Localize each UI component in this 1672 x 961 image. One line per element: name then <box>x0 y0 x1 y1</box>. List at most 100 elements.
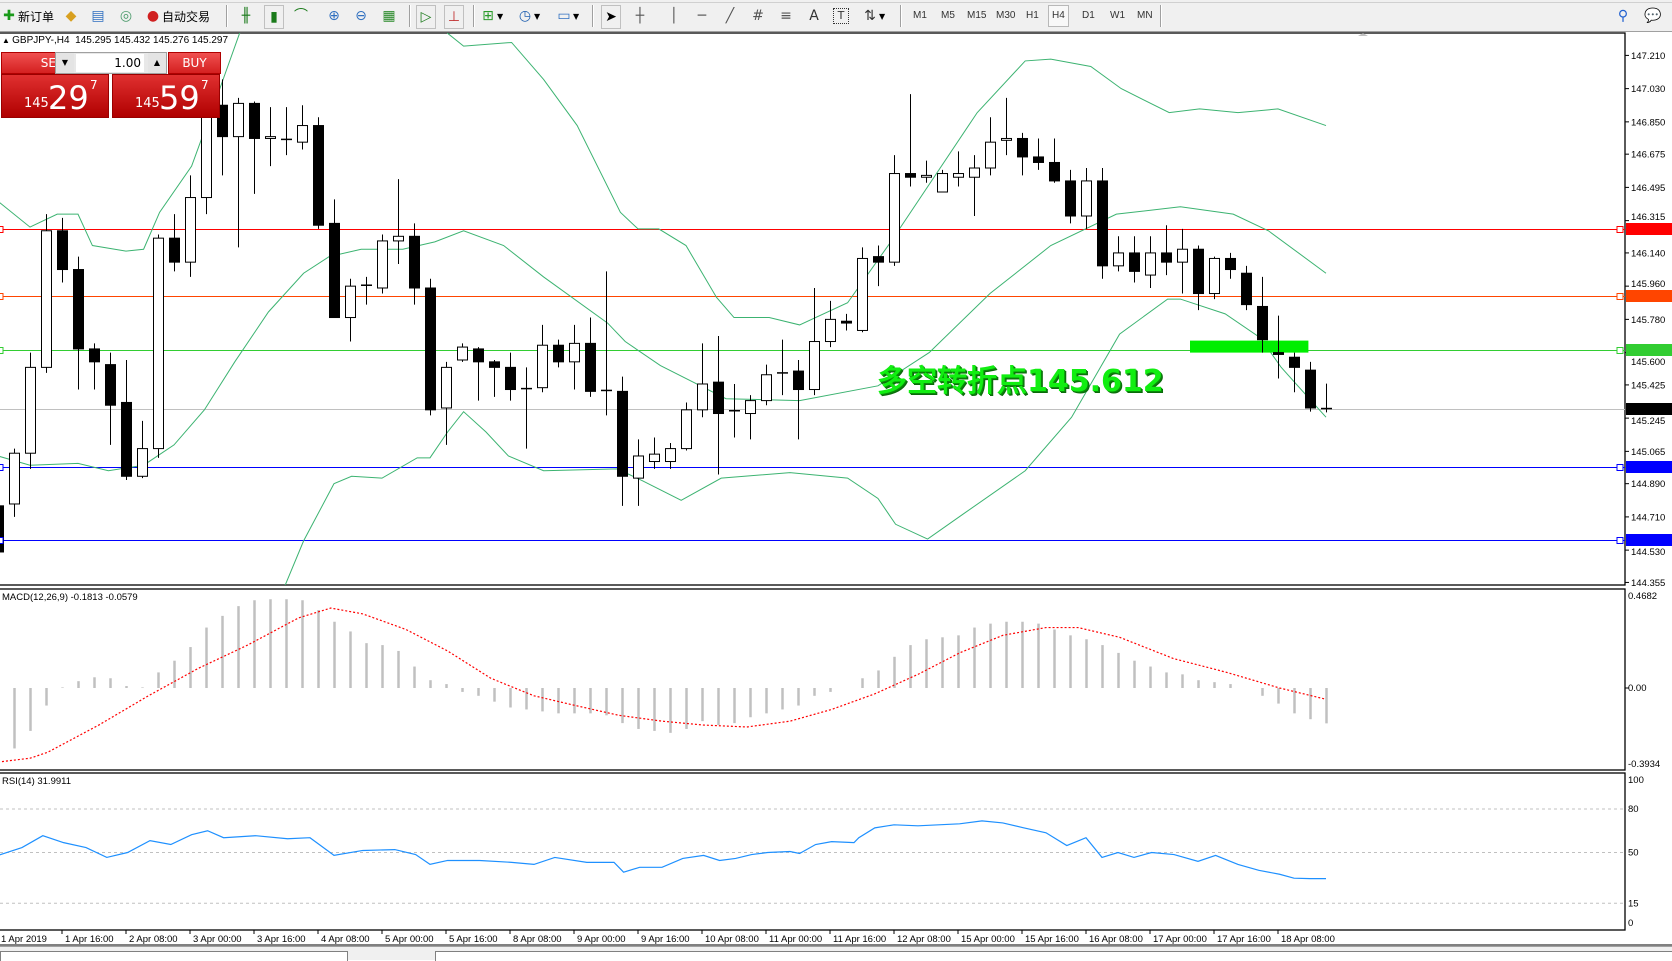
arrows-button[interactable]: ⇅ ▼ <box>861 5 885 27</box>
hline-anchor-146.272 <box>1616 226 1624 233</box>
equidistant-channel-button[interactable]: # <box>749 5 767 27</box>
rsi-tick-label: 0 <box>1628 918 1633 929</box>
timeframe-d1[interactable]: D1 <box>1082 10 1095 21</box>
periods-button[interactable]: ◷ ▼ <box>516 5 540 27</box>
lot-increase-icon[interactable]: ▲ <box>148 53 166 73</box>
candle <box>57 217 68 283</box>
trendline-button[interactable]: ╱ <box>721 5 739 27</box>
candle <box>1049 138 1060 183</box>
auto-scroll-button[interactable]: ▷ <box>416 5 436 29</box>
candle-body <box>393 235 404 242</box>
bar-chart-button[interactable]: ╫ <box>237 5 255 27</box>
candle <box>153 234 164 458</box>
fibonacci-button[interactable]: ≡ <box>777 5 795 27</box>
new-chart-button[interactable]: ⊞ ▼ <box>479 5 503 27</box>
data-window-button[interactable]: ▤ <box>89 5 107 27</box>
templates-button[interactable]: ▭ ▼ <box>555 5 579 27</box>
new-order-icon: ✚ <box>3 8 15 24</box>
sell-price-button[interactable]: 145 29 7 <box>1 74 109 118</box>
candle-body <box>1017 137 1028 158</box>
toolbar-separator <box>473 5 475 27</box>
candle <box>1289 352 1300 393</box>
timeframe-mn[interactable]: MN <box>1137 10 1153 21</box>
timeframe-m5[interactable]: M5 <box>941 10 955 21</box>
buy-price-button[interactable]: 145 59 7 <box>112 74 220 118</box>
candle-body <box>137 448 148 477</box>
candle-body <box>1113 252 1124 267</box>
horizontal-line-button[interactable]: ─ <box>693 5 711 27</box>
horizontal-line-icon: ─ <box>697 8 707 24</box>
candle <box>1209 256 1220 300</box>
candle-body <box>457 346 468 361</box>
candle-body <box>761 374 772 402</box>
lot-size-input[interactable]: 1.00 <box>76 54 144 72</box>
chat-button[interactable]: 💬 <box>1644 5 1662 27</box>
candle <box>361 276 372 305</box>
auto-trading-label: 自动交易 <box>162 9 211 24</box>
candle-body <box>185 197 196 263</box>
rsi-tick-label: 80 <box>1628 804 1639 815</box>
price-tick-label: 145.245 <box>1631 416 1665 427</box>
timeframe-m1[interactable]: M1 <box>913 10 927 21</box>
candle-body <box>345 285 356 319</box>
lot-decrease-icon[interactable]: ▼ <box>56 53 74 73</box>
candle <box>857 247 868 333</box>
candle <box>425 278 436 416</box>
candlestick-icon: ▮ <box>270 9 278 25</box>
pivot-annotation-text[interactable]: 多空转折点145.612 <box>877 364 1164 399</box>
line-chart-icon: ⌒ <box>294 8 308 24</box>
vertical-line-button[interactable]: │ <box>665 5 683 27</box>
candle <box>233 97 244 248</box>
trendline-icon: ╱ <box>725 8 735 24</box>
collapse-arrow-icon[interactable]: ▲ <box>2 36 13 45</box>
chart-tab[interactable] <box>0 951 348 961</box>
candle-body <box>1001 137 1012 141</box>
crosshair-tool-button[interactable]: ┼ <box>631 5 649 27</box>
auto-trading-button[interactable]: ● 自动交易 <box>144 5 210 27</box>
line-chart-button[interactable]: ⌒ <box>292 5 310 27</box>
candle-body <box>217 104 228 138</box>
cursor-tool-button[interactable]: ➤ <box>601 5 621 29</box>
tile-windows-button[interactable]: ▦ <box>380 5 398 27</box>
market-watch-button[interactable]: ◆ <box>62 5 80 27</box>
zoom-out-button[interactable]: ⊖ <box>352 5 370 27</box>
candle <box>617 376 628 506</box>
timeframe-m30[interactable]: M30 <box>996 10 1016 21</box>
text-tool-button[interactable]: A <box>805 5 823 27</box>
buy-button[interactable]: BUY <box>168 52 221 74</box>
bollinger-lower <box>284 298 1327 585</box>
candle <box>0 505 4 553</box>
candle-body <box>441 366 452 409</box>
candle-body <box>233 102 244 138</box>
hline-anchor-144.981 <box>0 464 4 471</box>
candle <box>793 359 804 440</box>
candlestick-chart-button[interactable]: ▮ <box>264 5 284 29</box>
candle <box>1193 245 1204 311</box>
pivot-marker-rect <box>1190 340 1309 353</box>
macd-tick-label: 0.4682 <box>1628 591 1657 602</box>
price-axis: 147.210 147.030 146.850 146.675 146.495 146.3… <box>1625 51 1665 589</box>
zoom-in-button[interactable]: ⊕ <box>325 5 343 27</box>
timeframe-h4[interactable]: H4 <box>1048 5 1069 27</box>
timeframe-h1[interactable]: H1 <box>1026 10 1039 21</box>
time-tick-label: 16 Apr 08:00 <box>1089 934 1143 945</box>
timeframe-m15[interactable]: M15 <box>967 10 987 21</box>
candle-body <box>825 318 836 343</box>
search-button[interactable]: ⚲ <box>1614 5 1632 27</box>
candle <box>105 352 116 445</box>
new-order-button[interactable]: ✚ 新订单 <box>0 5 54 27</box>
price-tick-label: 144.890 <box>1631 479 1665 490</box>
candle <box>1113 236 1124 272</box>
lot-size-stepper[interactable]: ▼ 1.00 ▲ <box>55 52 167 74</box>
navigator-button[interactable]: ◎ <box>117 5 135 27</box>
rsi-tick-label: 100 <box>1628 775 1644 786</box>
price-tick-label: 144.355 <box>1631 578 1665 589</box>
text-label-button[interactable]: T <box>833 5 849 27</box>
dropdown-icon: ▼ <box>573 11 580 21</box>
chart-tab[interactable] <box>435 951 1672 961</box>
clock-icon: ◷ <box>518 8 532 24</box>
chart-shift-button[interactable]: ⊥ <box>444 5 464 29</box>
candle-body <box>313 125 324 226</box>
timeframe-w1[interactable]: W1 <box>1110 10 1125 21</box>
